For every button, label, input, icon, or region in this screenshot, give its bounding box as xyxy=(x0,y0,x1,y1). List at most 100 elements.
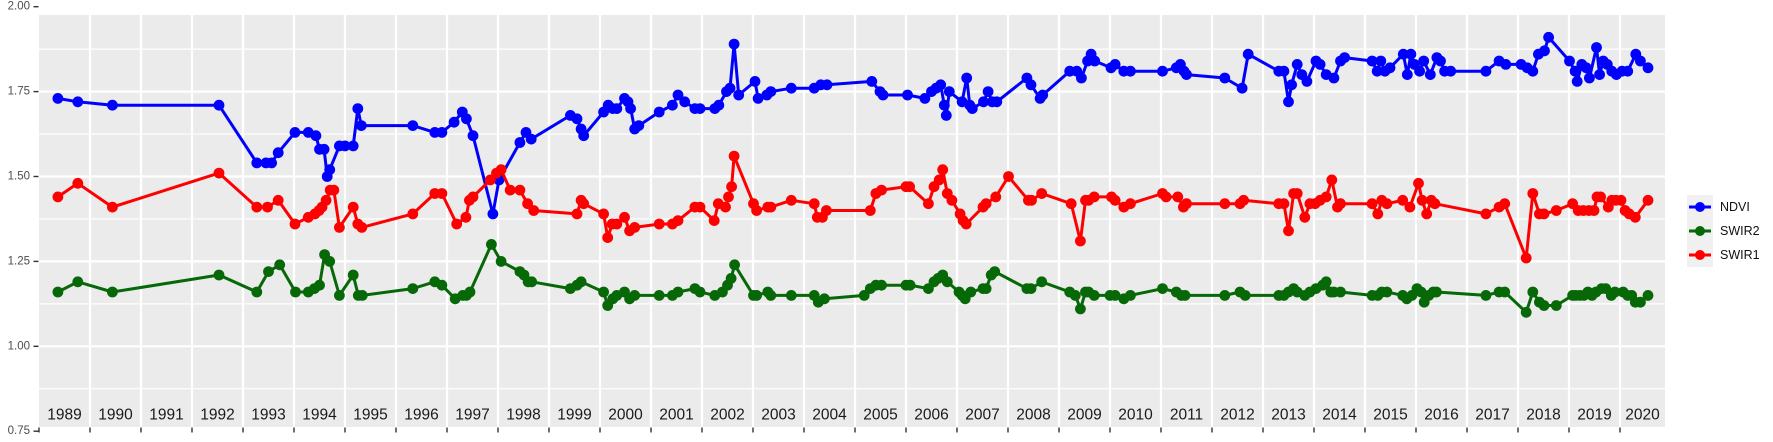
data-point-ndvi xyxy=(1405,48,1417,60)
data-point-ndvi xyxy=(625,103,636,114)
data-point-swir1 xyxy=(904,181,915,193)
data-point-swir2 xyxy=(694,286,706,298)
data-point-swir2 xyxy=(1520,306,1532,318)
x-axis-label: 2009 xyxy=(1067,407,1101,424)
data-point-swir1 xyxy=(720,201,731,213)
data-point-ndvi xyxy=(407,120,419,131)
data-point-swir1 xyxy=(751,205,762,216)
data-point-ndvi xyxy=(1109,59,1121,70)
x-axis-label: 2005 xyxy=(863,407,897,424)
data-point-ndvi xyxy=(1283,96,1294,108)
data-point-swir1 xyxy=(937,164,949,176)
data-point-ndvi xyxy=(611,103,623,114)
data-point-ndvi xyxy=(1286,79,1297,91)
data-point-ndvi xyxy=(1584,72,1595,84)
legend-key-icon xyxy=(1687,219,1713,243)
data-point-ndvi xyxy=(107,99,118,111)
data-point-swir1 xyxy=(504,184,516,196)
x-axis-label: 2004 xyxy=(812,407,847,424)
data-point-ndvi xyxy=(52,93,64,104)
y-axis-label: 1.50 xyxy=(8,171,30,183)
data-point-ndvi xyxy=(571,113,583,125)
data-point-swir1 xyxy=(946,194,958,206)
data-point-swir2 xyxy=(407,283,419,294)
data-point-swir2 xyxy=(1157,283,1168,294)
data-point-ndvi xyxy=(961,72,973,84)
legend-item-swir2: SWIR2 xyxy=(1687,219,1760,243)
data-point-swir1 xyxy=(1283,225,1294,237)
data-point-swir1 xyxy=(571,208,583,220)
data-point-swir1 xyxy=(107,201,118,213)
data-point-swir1 xyxy=(1278,198,1290,210)
x-axis-label: 2002 xyxy=(710,407,744,424)
data-point-swir2 xyxy=(1179,290,1191,301)
data-point-swir1 xyxy=(629,222,641,233)
data-point-ndvi xyxy=(765,86,777,97)
data-point-ndvi xyxy=(1445,65,1457,77)
data-point-ndvi xyxy=(272,147,284,159)
data-point-swir2 xyxy=(213,269,225,281)
data-point-ndvi xyxy=(1414,65,1425,77)
data-point-swir1 xyxy=(598,208,609,220)
data-point-ndvi xyxy=(1291,59,1303,70)
data-point-ndvi xyxy=(1571,76,1583,87)
data-point-ndvi xyxy=(318,143,330,155)
data-point-swir1 xyxy=(467,191,479,203)
data-point-swir2 xyxy=(1381,286,1393,298)
data-point-swir2 xyxy=(819,293,830,305)
legend-item-ndvi: NDVI xyxy=(1687,195,1760,219)
data-point-ndvi xyxy=(938,99,950,111)
data-point-swir1 xyxy=(1404,201,1416,213)
data-point-swir2 xyxy=(729,259,740,271)
data-point-swir2 xyxy=(1036,276,1048,288)
data-point-swir1 xyxy=(1335,198,1346,210)
data-point-ndvi xyxy=(1314,59,1326,70)
legend-label: NDVI xyxy=(1720,200,1750,214)
data-point-swir1 xyxy=(213,167,225,179)
data-point-swir2 xyxy=(356,290,368,301)
y-axis-label: 2.00 xyxy=(8,1,30,13)
data-point-swir2 xyxy=(575,276,587,288)
data-point-ndvi xyxy=(266,157,277,169)
data-point-swir1 xyxy=(1160,191,1172,203)
data-point-ndvi xyxy=(1371,65,1383,77)
data-point-swir1 xyxy=(1615,194,1627,206)
x-axis-label: 2019 xyxy=(1577,407,1611,424)
data-point-swir1 xyxy=(821,205,832,216)
data-point-swir2 xyxy=(980,283,992,294)
x-axis-label: 2018 xyxy=(1526,407,1560,424)
data-point-ndvi xyxy=(672,89,684,101)
data-point-ndvi xyxy=(1076,72,1087,84)
data-point-ndvi xyxy=(352,103,364,114)
data-point-ndvi xyxy=(1125,65,1136,77)
x-axis-label: 1990 xyxy=(98,407,133,424)
data-point-swir2 xyxy=(1069,290,1081,301)
data-point-swir2 xyxy=(1480,290,1492,301)
data-point-ndvi xyxy=(1384,62,1396,74)
data-point-ndvi xyxy=(935,79,947,91)
data-point-ndvi xyxy=(1089,55,1101,67)
data-point-ndvi xyxy=(785,82,797,94)
data-point-ndvi xyxy=(749,76,761,87)
data-point-swir1 xyxy=(356,222,368,233)
panel-background xyxy=(39,15,1665,427)
data-point-ndvi xyxy=(940,110,952,121)
data-point-ndvi xyxy=(1418,55,1430,67)
data-point-swir2 xyxy=(629,290,641,301)
data-point-ndvi xyxy=(1569,65,1581,77)
data-point-swir2 xyxy=(324,256,336,267)
data-point-swir1 xyxy=(864,205,876,216)
data-point-swir1 xyxy=(436,188,448,199)
data-point-ndvi xyxy=(461,113,472,125)
data-point-swir1 xyxy=(1065,198,1077,210)
data-point-ndvi xyxy=(1635,55,1646,67)
data-point-ndvi xyxy=(728,38,740,50)
data-point-ndvi xyxy=(919,93,931,104)
data-point-swir1 xyxy=(1088,191,1100,203)
data-point-swir2 xyxy=(1499,286,1511,298)
data-point-swir1 xyxy=(272,194,284,206)
data-point-swir2 xyxy=(725,273,737,284)
data-point-swir1 xyxy=(708,215,720,227)
data-point-swir1 xyxy=(262,201,273,213)
data-point-swir2 xyxy=(1125,290,1136,301)
